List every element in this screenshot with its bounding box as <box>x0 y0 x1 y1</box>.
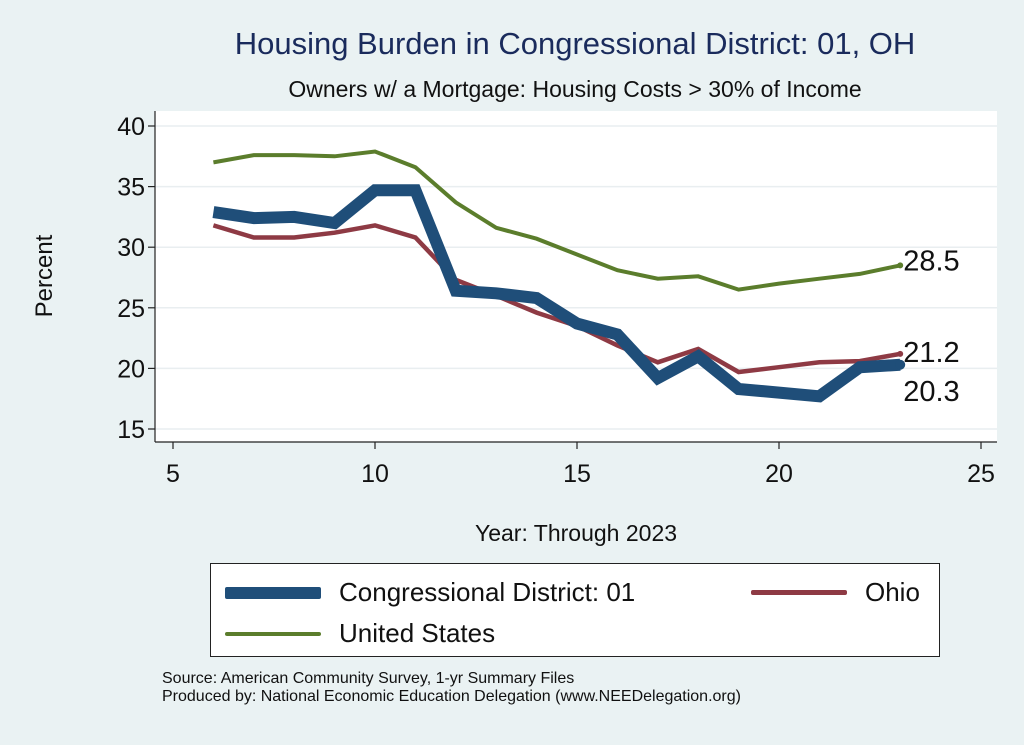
y-tick-label: 35 <box>117 174 145 202</box>
legend-swatch-district <box>225 586 321 599</box>
legend: Congressional District: 01 Ohio United S… <box>210 563 940 657</box>
y-axis-label: Percent <box>31 234 58 318</box>
y-tick-label: 40 <box>117 113 145 141</box>
legend-swatch-ohio <box>751 590 847 595</box>
series-line-district <box>212 184 901 403</box>
source-note: Source: American Community Survey, 1-yr … <box>162 670 741 706</box>
x-tick-label: 10 <box>361 460 389 488</box>
series-line-us <box>213 149 901 292</box>
gridlines <box>155 125 997 430</box>
end-marker-us <box>897 262 904 269</box>
y-tick-label: 20 <box>117 355 145 383</box>
legend-label-us: United States <box>339 618 496 648</box>
series-lines <box>212 149 901 403</box>
x-tick-label: 20 <box>765 460 793 488</box>
end-marker-district <box>895 359 906 370</box>
chart-subtitle: Owners w/ a Mortgage: Housing Costs > 30… <box>288 76 862 102</box>
legend-item-ohio: Ohio <box>751 577 920 608</box>
x-tick-label: 5 <box>166 460 180 488</box>
source-line-1: Source: American Community Survey, 1-yr … <box>162 670 575 687</box>
legend-item-us: United States <box>225 618 495 649</box>
end-label-ohio: 21.2 <box>903 337 959 369</box>
end-labels: 20.3 21.2 28.5 <box>895 245 960 408</box>
source-line-2: Produced by: National Economic Education… <box>162 688 741 705</box>
x-axis-label: Year: Through 2023 <box>474 520 678 546</box>
end-marker-ohio <box>897 350 904 357</box>
plot-area <box>155 111 997 442</box>
y-tick-label: 15 <box>117 416 145 444</box>
legend-label-district: Congressional District: 01 <box>339 577 636 607</box>
y-tick-label: 25 <box>117 295 145 323</box>
legend-item-district: Congressional District: 01 <box>225 577 635 608</box>
x-tick-label: 15 <box>563 460 591 488</box>
chart-title: Housing Burden in Congressional District… <box>234 26 916 61</box>
series-line-ohio <box>212 223 901 375</box>
legend-swatch-us <box>225 631 321 636</box>
legend-label-ohio: Ohio <box>865 577 920 607</box>
axes: 15 20 25 30 35 40 5 10 15 20 25 <box>117 111 997 488</box>
end-label-district: 20.3 <box>903 376 959 408</box>
x-tick-label: 25 <box>967 460 995 488</box>
y-tick-label: 30 <box>117 234 145 262</box>
end-label-us: 28.5 <box>903 245 959 277</box>
